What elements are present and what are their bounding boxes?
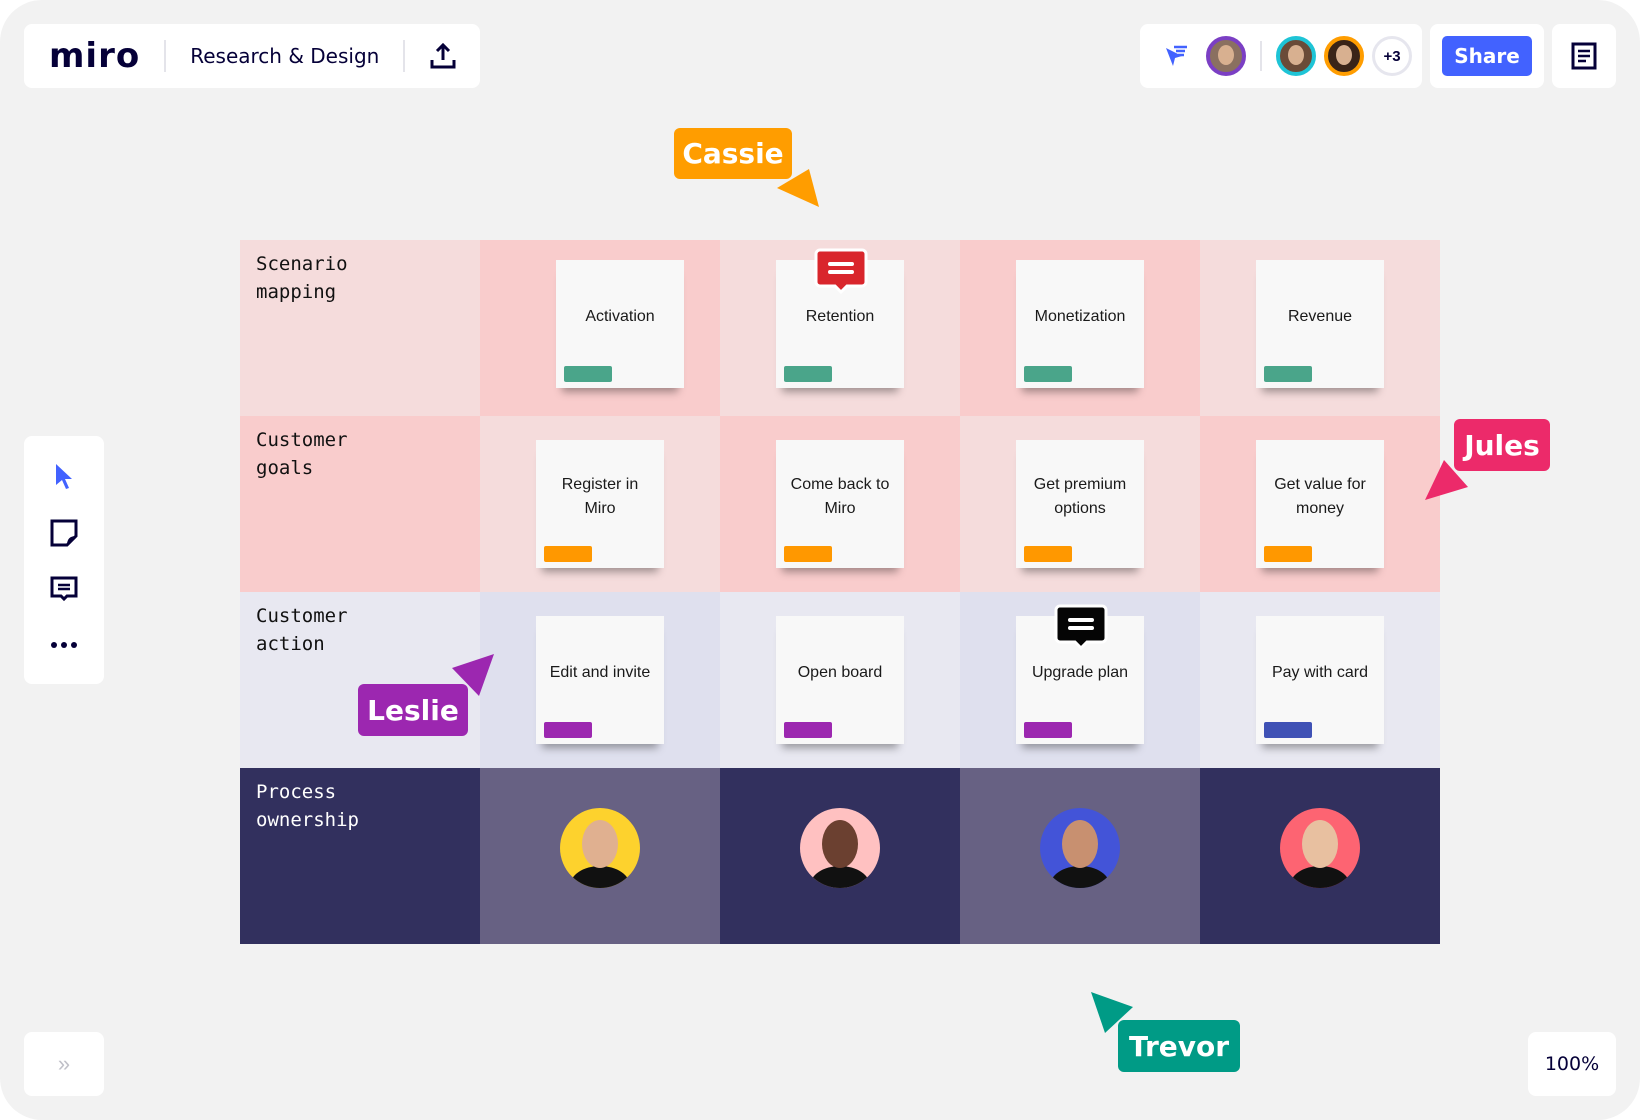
left-toolbar: [24, 436, 104, 684]
avatar-face: [1062, 820, 1098, 868]
comment-bubble-icon[interactable]: [814, 248, 868, 295]
row-label: Scenario mapping: [240, 240, 480, 416]
sticky-note[interactable]: Edit and invite: [536, 616, 664, 744]
grid-cell: Come back to Miro: [720, 416, 960, 592]
sticky-note[interactable]: Activation: [556, 260, 684, 388]
avatar-body: [570, 866, 630, 888]
grid-cell: Monetization: [960, 240, 1200, 416]
sticky-text: Pay with card: [1271, 664, 1369, 681]
sticky-note[interactable]: Monetization: [1016, 260, 1144, 388]
sticky-note-icon[interactable]: [48, 516, 80, 550]
board-title[interactable]: Research & Design: [190, 44, 380, 68]
comment-icon[interactable]: [48, 572, 80, 606]
board-header: miro Research & Design: [24, 24, 480, 88]
sticky-text: Edit and invite: [549, 664, 651, 681]
cursor-label-jules: Jules: [1454, 419, 1550, 471]
owner-avatar[interactable]: [1040, 808, 1120, 888]
grid-cell: Retention: [720, 240, 960, 416]
grid-cell: Upgrade plan: [960, 592, 1200, 768]
sticky-note[interactable]: Come back to Miro: [776, 440, 904, 568]
sticky-tag[interactable]: [784, 366, 832, 382]
sticky-note[interactable]: Register in Miro: [536, 440, 664, 568]
sticky-tag[interactable]: [1024, 366, 1072, 382]
divider: [164, 40, 167, 72]
sticky-note[interactable]: Get value for money: [1256, 440, 1384, 568]
share-button[interactable]: Share: [1442, 36, 1532, 76]
avatar-face: [822, 820, 858, 868]
grid-cell: Edit and invite: [480, 592, 720, 768]
sticky-tag[interactable]: [1264, 722, 1312, 738]
owner-avatar[interactable]: [560, 808, 640, 888]
owner-avatar[interactable]: [1280, 808, 1360, 888]
avatar-self[interactable]: [1206, 36, 1246, 76]
divider: [1260, 41, 1262, 71]
sticky-tag[interactable]: [1264, 546, 1312, 562]
double-chevron-right-icon: »: [57, 1051, 71, 1076]
avatar-body: [810, 866, 870, 888]
cursor-label-cassie: Cassie: [674, 128, 792, 179]
sticky-text: Retention: [805, 308, 875, 325]
upload-icon[interactable]: [429, 42, 457, 70]
grid-cell: Get value for money: [1200, 416, 1440, 592]
sticky-tag[interactable]: [1024, 722, 1072, 738]
avatar-body: [1050, 866, 1110, 888]
sticky-text: Register in Miro: [561, 476, 639, 517]
sticky-tag[interactable]: [784, 722, 832, 738]
sticky-text: Come back to Miro: [790, 476, 890, 517]
grid-cell: [1200, 768, 1440, 944]
more-icon[interactable]: [48, 628, 80, 662]
grid-cell: Register in Miro: [480, 416, 720, 592]
cursor-label-trevor: Trevor: [1118, 1020, 1240, 1072]
grid-cell: [960, 768, 1200, 944]
sticky-note[interactable]: Get premium options: [1016, 440, 1144, 568]
avatar-collaborator[interactable]: [1324, 36, 1364, 76]
sticky-text: Revenue: [1287, 308, 1353, 325]
grid-cell: Activation: [480, 240, 720, 416]
collaborators-bar: +3: [1140, 24, 1422, 88]
follow-cursor-icon[interactable]: [1164, 44, 1188, 68]
notes-button[interactable]: [1552, 24, 1616, 88]
sticky-text: Get premium options: [1033, 476, 1127, 517]
miro-logo[interactable]: miro: [49, 36, 141, 76]
owner-avatar[interactable]: [800, 808, 880, 888]
sticky-tag[interactable]: [1024, 546, 1072, 562]
sticky-tag[interactable]: [784, 546, 832, 562]
sticky-note[interactable]: Open board: [776, 616, 904, 744]
grid-cell: Revenue: [1200, 240, 1440, 416]
sticky-tag[interactable]: [544, 546, 592, 562]
sticky-note[interactable]: Pay with card: [1256, 616, 1384, 744]
row-label: Customer goals: [240, 416, 480, 592]
zoom-level[interactable]: 100%: [1528, 1032, 1616, 1096]
document-icon: [1571, 42, 1597, 70]
grid-cell: [720, 768, 960, 944]
comment-bubble-icon[interactable]: [1054, 604, 1108, 651]
scenario-grid: Scenario mapping Activation Retention Monet…: [240, 240, 1440, 944]
sticky-text: Get value for money: [1274, 476, 1366, 517]
expand-panel-button[interactable]: »: [24, 1032, 104, 1096]
select-cursor-icon[interactable]: [48, 460, 80, 494]
sticky-text: Upgrade plan: [1031, 664, 1129, 681]
more-collaborators-badge[interactable]: +3: [1372, 36, 1412, 76]
divider: [403, 40, 406, 72]
share-panel: Share: [1430, 24, 1544, 88]
avatar-body: [1290, 866, 1350, 888]
sticky-text: Activation: [585, 308, 655, 325]
sticky-tag[interactable]: [1264, 366, 1312, 382]
avatar-face: [1302, 820, 1338, 868]
grid-cell: [480, 768, 720, 944]
avatar-face: [582, 820, 618, 868]
grid-cell: Pay with card: [1200, 592, 1440, 768]
row-label: Customer action: [240, 592, 480, 768]
sticky-tag[interactable]: [544, 722, 592, 738]
grid-cell: Open board: [720, 592, 960, 768]
sticky-text: Monetization: [1034, 308, 1126, 325]
avatar-collaborator[interactable]: [1276, 36, 1316, 76]
sticky-text: Open board: [797, 664, 883, 681]
row-label: Process ownership: [240, 768, 480, 944]
sticky-tag[interactable]: [564, 366, 612, 382]
cursor-label-leslie: Leslie: [358, 684, 468, 736]
grid-cell: Get premium options: [960, 416, 1200, 592]
sticky-note[interactable]: Revenue: [1256, 260, 1384, 388]
